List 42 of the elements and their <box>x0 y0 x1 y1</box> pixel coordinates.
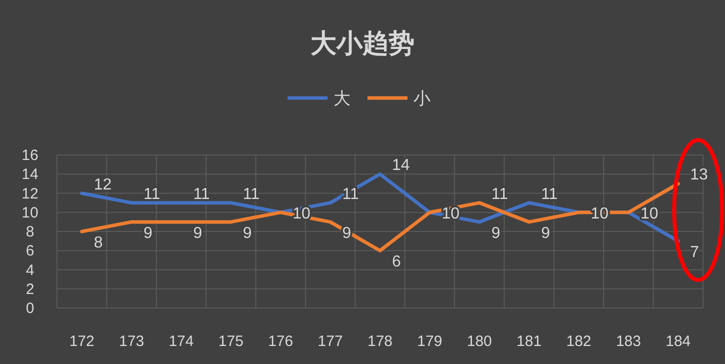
data-label: 7 <box>690 244 700 262</box>
x-tick-label: 184 <box>666 333 691 350</box>
data-label: 9 <box>541 224 550 242</box>
legend-label: 大 <box>334 89 350 108</box>
data-label: 12 <box>94 176 112 194</box>
x-tick-label: 182 <box>566 333 592 350</box>
y-tick-label: 16 <box>22 147 38 164</box>
y-tick-label: 12 <box>22 185 38 202</box>
x-tick-label: 179 <box>417 333 442 350</box>
data-label: 11 <box>491 186 508 203</box>
data-label: 9 <box>144 224 153 242</box>
x-tick-label: 181 <box>516 333 542 350</box>
x-tick-label: 183 <box>616 333 641 350</box>
y-tick-label: 8 <box>26 224 34 240</box>
x-tick-label: 174 <box>168 333 194 350</box>
y-tick-label: 2 <box>26 280 34 298</box>
x-tick-label: 180 <box>466 333 492 350</box>
data-label: 11 <box>541 186 558 203</box>
data-label: 9 <box>491 224 500 242</box>
x-tick-label: 173 <box>119 333 144 350</box>
y-tick-label: 4 <box>26 262 34 279</box>
y-tick-label: 10 <box>22 204 38 222</box>
x-tick-label: 177 <box>318 333 343 350</box>
legend-label: 小 <box>414 89 430 108</box>
x-tick-label: 176 <box>268 333 294 350</box>
chart-title: 大小趋势 <box>310 28 414 58</box>
data-label: 10 <box>640 205 658 222</box>
x-tick-label: 178 <box>367 333 393 350</box>
data-label: 11 <box>242 186 260 203</box>
data-label: 14 <box>392 157 410 174</box>
x-tick-label: 175 <box>218 333 244 350</box>
data-label: 11 <box>144 186 160 203</box>
data-label: 13 <box>690 166 708 184</box>
data-label: 8 <box>94 234 103 252</box>
data-label: 9 <box>193 224 202 242</box>
x-tick-label: 172 <box>69 333 94 350</box>
y-tick-label: 0 <box>26 300 34 317</box>
y-tick-label: 14 <box>22 166 38 184</box>
data-label: 9 <box>242 224 252 242</box>
data-label: 11 <box>193 186 210 203</box>
data-label: 6 <box>392 254 401 271</box>
y-tick-label: 6 <box>26 242 34 260</box>
